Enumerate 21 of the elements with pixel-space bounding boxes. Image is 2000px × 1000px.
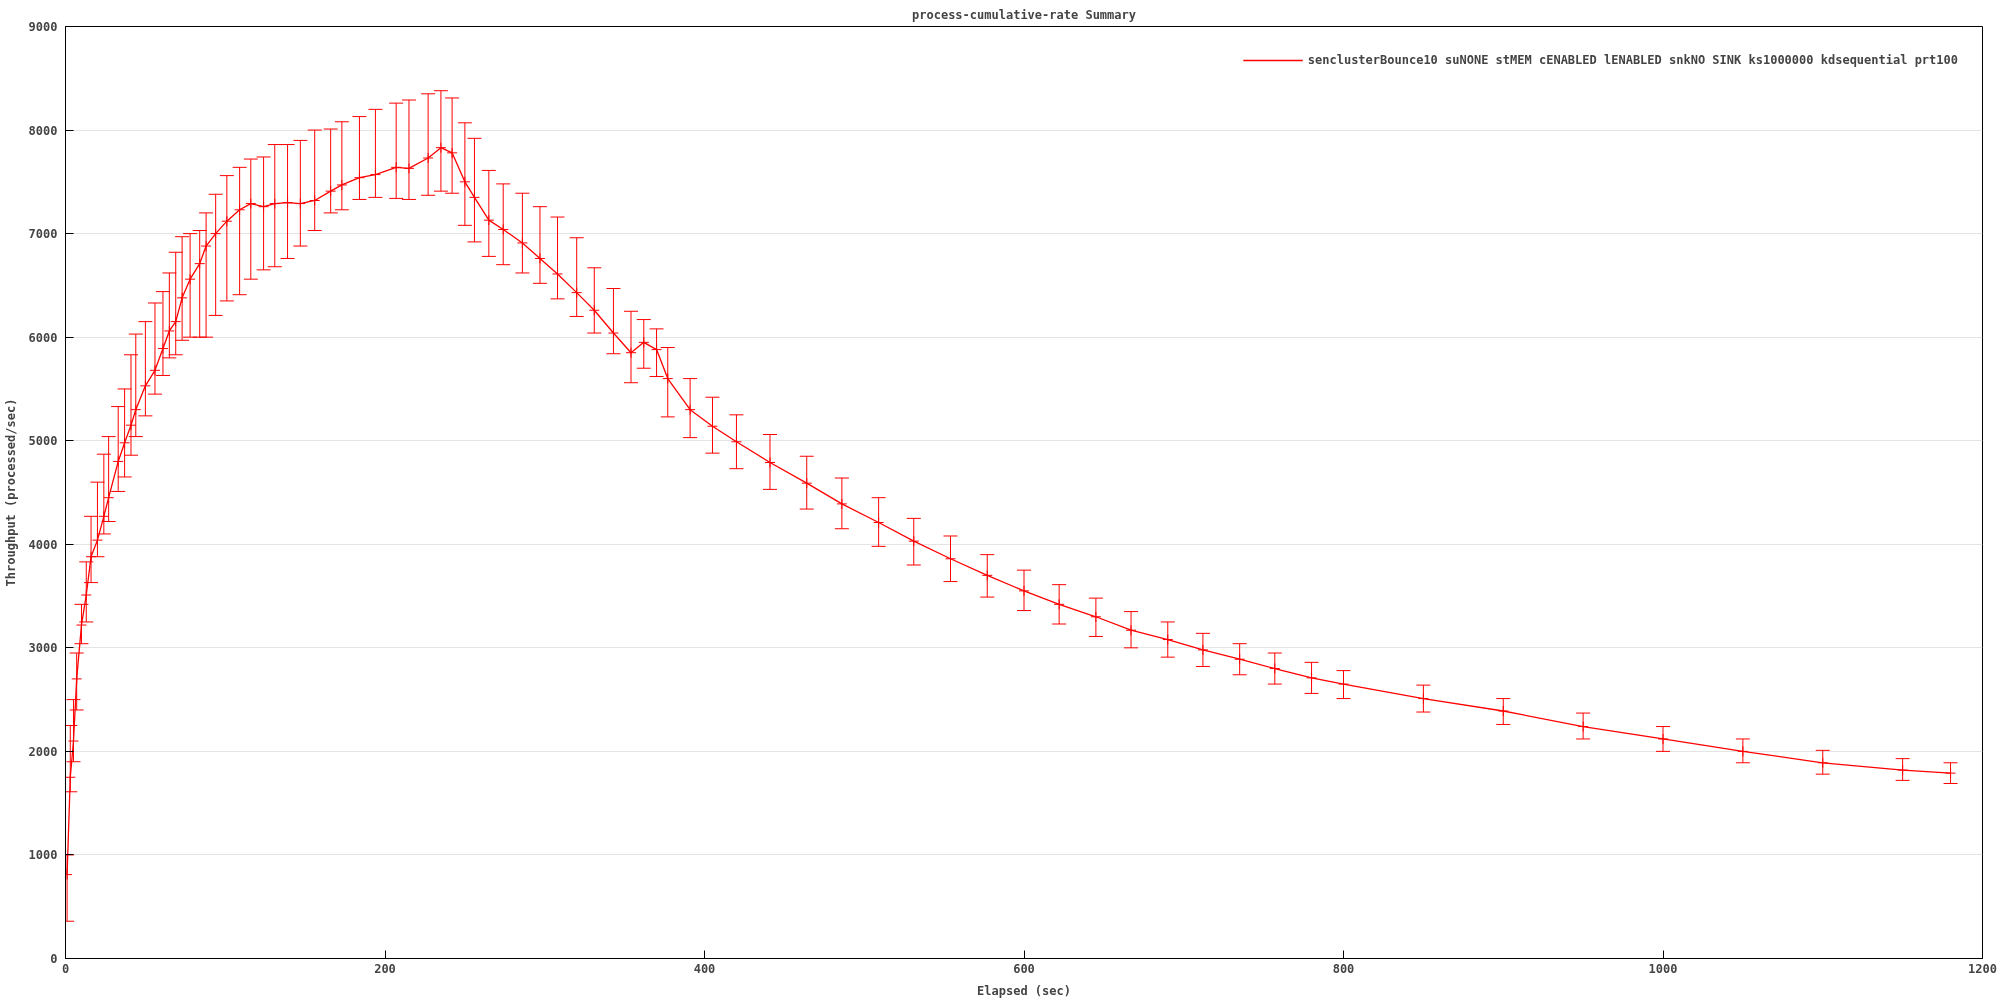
x-tick-label: 600 [1013, 961, 1035, 976]
x-tick-label: 800 [1332, 961, 1355, 976]
x-tick-label: 1200 [1968, 961, 1997, 976]
y-tick-label: 5000 [28, 434, 58, 449]
y-tick-label: 8000 [28, 123, 58, 138]
x-tick-label: 1000 [1648, 961, 1678, 976]
legend-label: senclusterBounce10 suNONE stMEM cENABLED lENABLED snkNO SINK ks1000000 kdsequential prt100 [1307, 53, 1958, 67]
y-tick-label: 3000 [28, 641, 58, 656]
y-tick-label: 2000 [28, 744, 58, 759]
y-tick-label: 9000 [28, 20, 58, 34]
y-tick-label: 6000 [28, 330, 58, 345]
chart-title: process-cumulative-rate Summary [912, 7, 1136, 22]
x-tick-label: 400 [693, 961, 716, 976]
y-tick-label: 1000 [28, 848, 58, 863]
y-axis-title: Throughput (processed/sec) [3, 398, 18, 587]
y-tick-label: 7000 [28, 227, 58, 242]
y-tick-label: 0 [50, 952, 58, 966]
x-axis-title: Elapsed (sec) [977, 983, 1071, 998]
x-tick-label: 200 [374, 961, 396, 976]
y-tick-label: 4000 [28, 537, 58, 552]
x-tick-label: 0 [61, 961, 70, 976]
